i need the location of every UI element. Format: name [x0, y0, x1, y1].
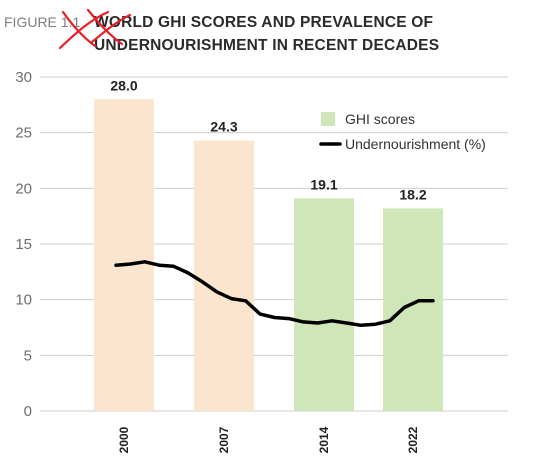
y-tick-label-5: 5	[24, 347, 32, 364]
legend-ghi-label: GHI scores	[345, 111, 415, 127]
legend: GHI scores Undernourishment (%)	[319, 111, 486, 152]
bar-value-label-2022: 18.2	[399, 186, 426, 202]
bar-value-labels: 28.0 24.3 19.1 18.2	[110, 77, 426, 202]
bar-value-label-2007: 24.3	[210, 118, 237, 134]
x-tick-label-2007: 2007	[217, 426, 231, 453]
y-tick-label-15: 15	[15, 236, 32, 253]
bar-value-label-2000: 28.0	[110, 77, 137, 93]
bar-2014	[294, 198, 354, 411]
handwritten-x-mark	[58, 8, 132, 50]
bar-2000	[94, 99, 154, 412]
x-axis-ticks: 2000 2007 2014 2022	[117, 426, 420, 453]
bar-2022	[383, 208, 443, 411]
y-tick-label-30: 30	[15, 69, 32, 86]
y-tick-label-10: 10	[15, 292, 32, 309]
y-tick-label-25: 25	[15, 125, 32, 142]
bar-value-label-2014: 19.1	[310, 176, 337, 192]
line-series	[114, 260, 435, 328]
annotation-stroke-4	[90, 13, 132, 44]
undernourishment-line	[114, 260, 435, 328]
legend-undernourishment-label: Undernourishment (%)	[345, 136, 486, 152]
bar-2007	[194, 140, 254, 411]
annotation-stroke-2	[58, 10, 110, 50]
y-axis-ticks: 0 5 10 15 20 25 30	[15, 69, 32, 420]
annotation-stroke-3	[86, 8, 124, 46]
figure-label: FIGURE 1.1	[4, 14, 80, 30]
chart-title-line-1: WORLD GHI SCORES AND PREVALENCE OF	[94, 14, 433, 31]
y-tick-label-20: 20	[15, 180, 32, 197]
x-tick-label-2014: 2014	[317, 426, 331, 453]
y-tick-label-0: 0	[24, 403, 32, 420]
bars	[94, 99, 443, 412]
legend-ghi-swatch	[321, 112, 335, 126]
x-tick-label-2000: 2000	[117, 426, 131, 453]
x-tick-label-2022: 2022	[406, 426, 420, 453]
chart-title-line-2: UNDERNOURISHMENT IN RECENT DECADES	[94, 37, 439, 54]
